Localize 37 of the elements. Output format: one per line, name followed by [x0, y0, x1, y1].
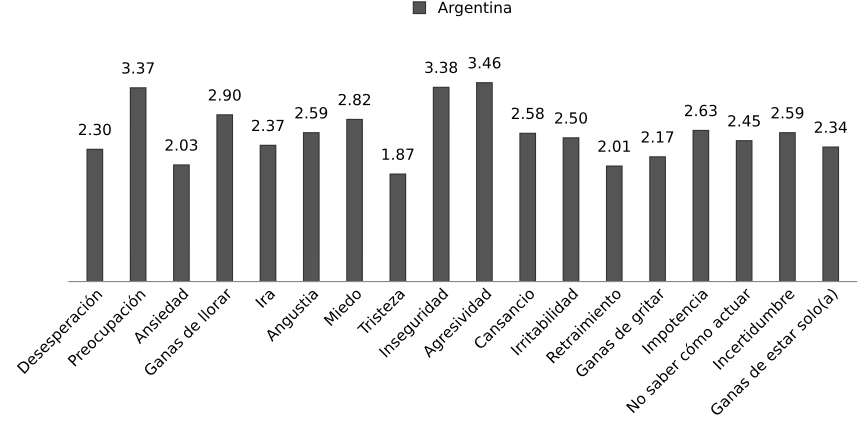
bar — [606, 165, 623, 282]
bar — [822, 146, 840, 282]
data-label: 3.46 — [468, 57, 500, 69]
data-label: 1.87 — [382, 148, 414, 160]
bar — [302, 132, 320, 282]
bar — [390, 174, 406, 282]
bar — [649, 156, 666, 282]
data-label: 2.50 — [555, 112, 587, 124]
data-label: 2.58 — [512, 108, 544, 120]
bar — [173, 164, 190, 282]
data-label: 2.17 — [642, 131, 674, 143]
data-label: 2.03 — [166, 139, 198, 151]
bar — [779, 132, 796, 282]
bar — [216, 114, 234, 282]
bar — [692, 130, 710, 282]
bar — [346, 118, 363, 282]
legend-label: Argentina — [438, 1, 511, 16]
data-label: 2.82 — [338, 94, 370, 106]
data-label: 2.30 — [78, 124, 111, 136]
data-label: 2.01 — [598, 140, 630, 152]
data-label: 3.37 — [122, 62, 154, 74]
data-label: 3.38 — [425, 62, 458, 74]
data-label: 2.37 — [252, 120, 284, 132]
bar — [86, 148, 104, 282]
data-label: 2.59 — [772, 107, 804, 119]
bar — [130, 87, 146, 282]
bar — [432, 86, 450, 282]
bar — [260, 144, 276, 282]
data-label: 2.90 — [208, 89, 241, 101]
bar — [562, 137, 580, 282]
bar — [476, 82, 493, 282]
bar — [519, 132, 536, 282]
data-label: 2.63 — [684, 104, 717, 116]
data-label: 2.59 — [295, 107, 328, 119]
bar — [736, 140, 752, 282]
data-label: 2.45 — [728, 115, 760, 127]
data-label: 2.34 — [814, 121, 847, 133]
